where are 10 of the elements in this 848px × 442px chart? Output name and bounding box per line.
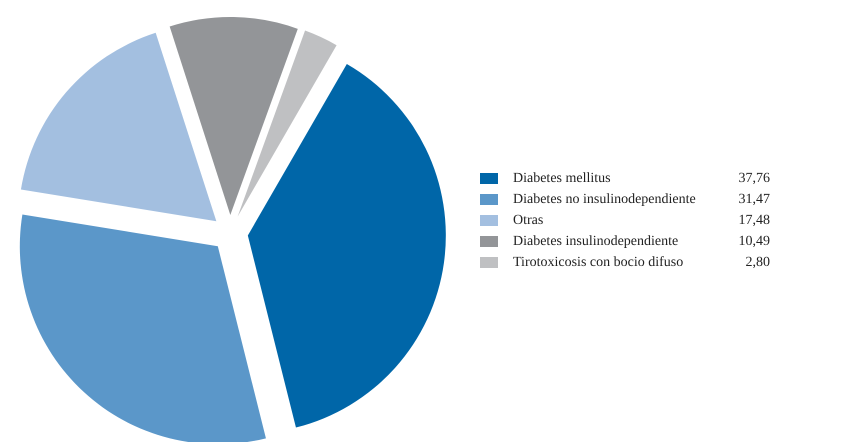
legend-label: Diabetes insulinodependiente — [513, 234, 680, 250]
legend-label: Diabetes mellitus — [513, 170, 612, 186]
data-label: 10,49 — [738, 234, 770, 250]
data-label: 31,47 — [738, 192, 770, 208]
legend-label: Tirotoxicosis con bocio difuso — [513, 254, 684, 270]
data-label: 2,80 — [746, 254, 770, 270]
data-label: 17,48 — [738, 212, 770, 228]
data-label: 37,76 — [738, 170, 770, 186]
legend-label: Diabetes no insulinodependiente — [513, 192, 697, 208]
legend-label: Otras — [513, 212, 544, 228]
